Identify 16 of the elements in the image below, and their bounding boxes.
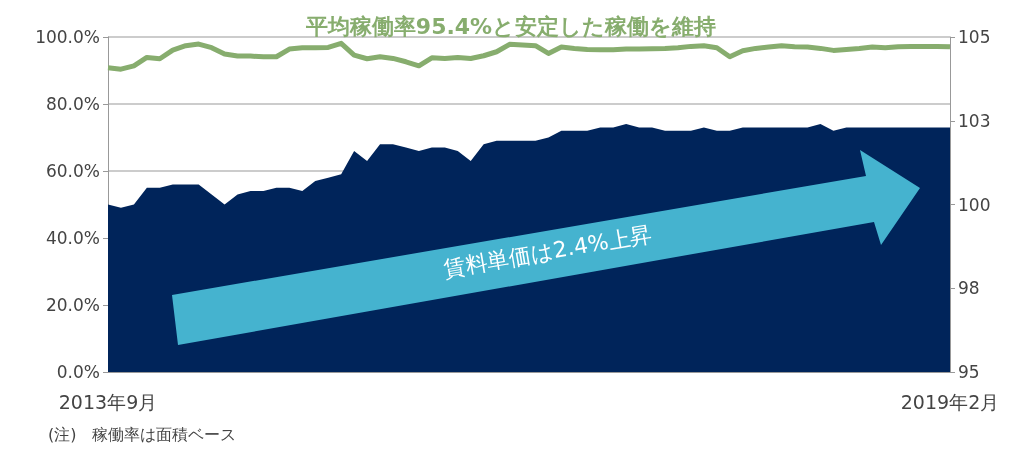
x-tick-label: 2019年2月 bbox=[900, 390, 1000, 413]
chart-title: 平均稼働率95.4%と安定した稼働を維持 bbox=[304, 13, 717, 39]
x-tick-label: 2013年9月 bbox=[58, 390, 158, 413]
annotation: 賃料単価は2.4%上昇 bbox=[441, 221, 654, 282]
text: (注) 稼働率は面積ベース bbox=[48, 424, 237, 444]
y2-tick-label: 103 bbox=[958, 110, 991, 131]
y-tick-label: 60.0% bbox=[45, 161, 100, 181]
y2-tick-label: 105 bbox=[958, 27, 991, 47]
y-tick-label: 20.0% bbox=[45, 295, 100, 315]
y2-tick-label: 100 bbox=[958, 194, 991, 215]
y2-tick-label: 95 bbox=[958, 362, 980, 382]
y-tick-label: 0.0% bbox=[56, 362, 100, 382]
y-tick-label: 40.0% bbox=[45, 228, 100, 248]
y-tick-label: 80.0% bbox=[45, 94, 100, 114]
y-tick-label: 100.0% bbox=[35, 27, 100, 47]
y2-tick-label: 98 bbox=[958, 278, 980, 299]
